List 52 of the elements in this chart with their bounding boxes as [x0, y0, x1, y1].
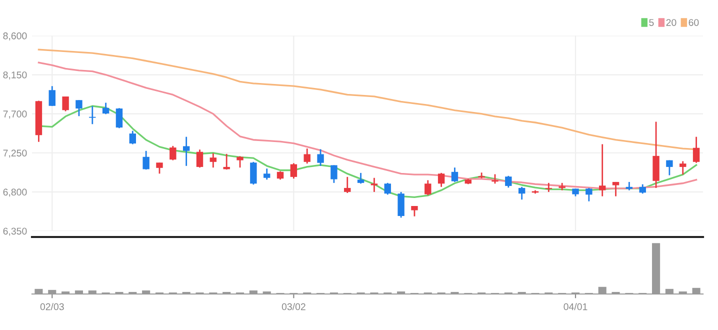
candlestick	[76, 99, 82, 117]
candlestick	[129, 130, 136, 145]
legend-label: 60	[688, 19, 699, 26]
candlestick	[182, 136, 190, 167]
candlestick	[598, 144, 606, 197]
candlestick	[196, 148, 204, 168]
candlestick	[236, 155, 244, 168]
candlestick	[223, 153, 230, 170]
x-tick-label: 02/03	[40, 303, 64, 310]
candlestick	[290, 162, 298, 180]
candlestick	[304, 148, 310, 164]
candlestick	[116, 107, 123, 129]
x-tick-label: 04/01	[564, 303, 588, 310]
candlestick	[612, 181, 620, 197]
candlestick	[545, 182, 552, 193]
y-tick-label: 7,700	[3, 110, 27, 119]
candlestick	[639, 184, 646, 194]
candlestick	[370, 177, 378, 193]
candlestick	[344, 176, 351, 194]
candlestick	[317, 148, 324, 167]
candlestick	[680, 160, 686, 176]
candlestick	[492, 174, 498, 184]
candlestick	[102, 102, 110, 115]
y-tick-label: 7,250	[3, 150, 27, 158]
candlestick	[666, 160, 673, 176]
candlestick	[692, 136, 700, 164]
candlestick	[398, 191, 404, 218]
candlestick	[142, 150, 150, 170]
legend-label: 5	[649, 19, 654, 26]
candlestick	[357, 172, 364, 184]
y-tick-label: 6,800	[3, 188, 27, 197]
x-tick-label: 03/02	[282, 303, 306, 310]
y-tick-label: 8,600	[3, 32, 27, 40]
candlestick	[505, 175, 512, 188]
candlestick	[384, 182, 391, 196]
candlestick	[518, 186, 526, 200]
candlestick	[438, 172, 445, 188]
candlestick	[48, 85, 56, 107]
candlestick	[156, 162, 163, 174]
candlestick	[586, 187, 592, 202]
candlestick	[330, 164, 338, 184]
legend-label: 20	[666, 19, 676, 26]
candlestick	[250, 161, 257, 186]
candlestick	[263, 168, 270, 180]
candlestick	[210, 152, 217, 168]
candlestick	[170, 145, 176, 161]
candlestick	[424, 180, 432, 196]
candlestick	[411, 205, 418, 218]
y-tick-label: 8,150	[3, 71, 27, 80]
y-tick-label: 6,350	[3, 228, 27, 236]
candlestick	[62, 96, 69, 112]
candlestick	[451, 166, 458, 183]
